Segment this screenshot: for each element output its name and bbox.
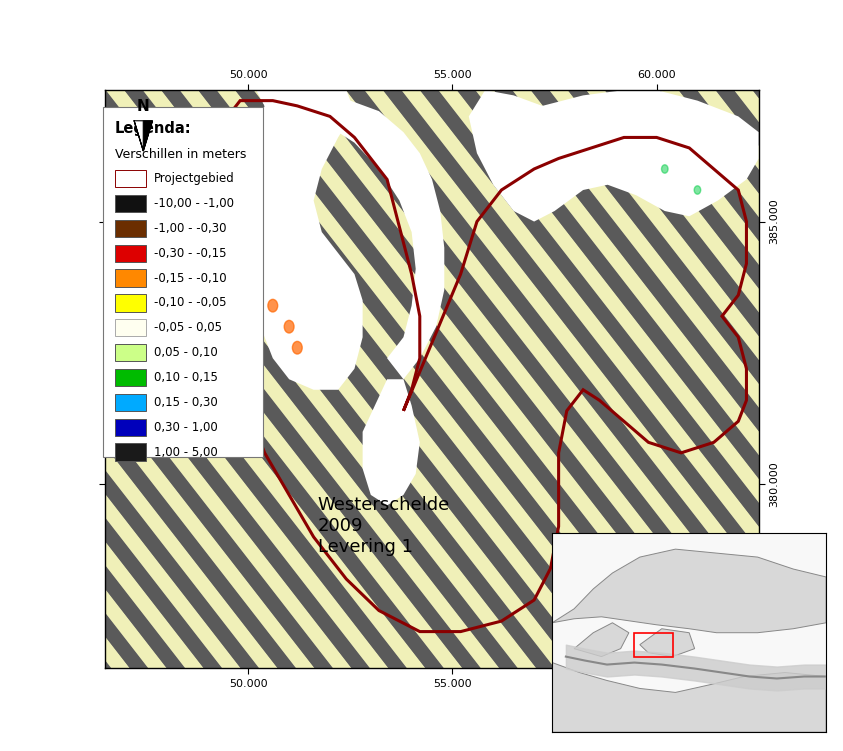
Polygon shape xyxy=(469,90,759,222)
Polygon shape xyxy=(552,549,826,632)
Polygon shape xyxy=(640,629,695,656)
Bar xyxy=(115,270,146,287)
Text: Projectgebied: Projectgebied xyxy=(154,172,235,185)
Text: 0,30 - 1,00: 0,30 - 1,00 xyxy=(154,421,218,434)
Text: -0,05 - 0,05: -0,05 - 0,05 xyxy=(154,321,223,334)
Bar xyxy=(115,418,146,436)
FancyBboxPatch shape xyxy=(104,107,264,457)
Polygon shape xyxy=(134,121,143,151)
Text: 0,15 - 0,30: 0,15 - 0,30 xyxy=(154,396,218,409)
Text: 0,10 - 0,15: 0,10 - 0,15 xyxy=(154,371,218,384)
Text: -0,15 - -0,10: -0,15 - -0,10 xyxy=(154,272,227,285)
Text: -10,00 - -1,00: -10,00 - -1,00 xyxy=(154,197,234,210)
Circle shape xyxy=(251,279,261,291)
Polygon shape xyxy=(256,90,444,379)
Polygon shape xyxy=(574,623,629,656)
Bar xyxy=(115,195,146,212)
Bar xyxy=(115,219,146,237)
Bar xyxy=(635,632,673,656)
Bar xyxy=(115,319,146,336)
Circle shape xyxy=(293,342,302,354)
Polygon shape xyxy=(143,121,153,151)
Text: Legenda:: Legenda: xyxy=(115,121,191,136)
